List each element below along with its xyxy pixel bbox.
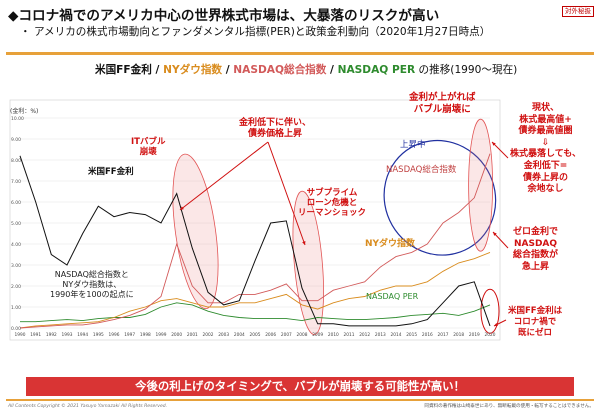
- legend-ff: 米国FF金利: [95, 64, 152, 76]
- series-label-nasdaq: NASDAQ総合指数: [386, 165, 457, 175]
- y-tick-label: 6.00: [11, 200, 21, 206]
- y-axis-label: (金利：%): [10, 107, 38, 115]
- highlight-ellipse-rising: [383, 139, 497, 256]
- legend-ny: NYダウ指数: [163, 64, 223, 76]
- x-axis-ticks: 1990 1991 1992 1993 1994 1995 1996 1997 1998 1999…: [15, 332, 496, 338]
- series-line-ny: [19, 251, 491, 329]
- x-tick-label: 2018: [453, 332, 464, 338]
- series-label-per: NASDAQ PER: [366, 292, 419, 301]
- arrow-zero-rate: [492, 231, 509, 249]
- annotation-record-high: 現状、 株式最高値+ 債券最高値圏 ⇩ 株式暴落しても、 金利低下= 債券上昇の…: [510, 103, 582, 195]
- arrow-zero-rate-head: [493, 232, 497, 236]
- footer-copyright: All Contents Copyright © 2021 Yasuyo Yam…: [8, 404, 168, 409]
- y-tick-label: 1.00: [11, 305, 21, 311]
- y-tick-label: 9.00: [11, 137, 21, 143]
- legend-nasdaq: NASDAQ総合指数: [233, 64, 327, 76]
- arrow-ff-zero-head: [494, 322, 498, 326]
- footer-notice: 同資料の著作権は山崎泰世にあり、無断転載の使用・転写することはできません。: [424, 404, 594, 409]
- arrow-record-high-head: [492, 142, 496, 146]
- header-divider: [6, 52, 594, 55]
- x-tick-label: 2010: [328, 332, 339, 338]
- highlight-ellipses: [172, 118, 500, 336]
- annotation-ff-label: 米国FF金利: [88, 167, 134, 177]
- x-tick-label: 1995: [93, 332, 104, 338]
- x-tick-label: 2020: [485, 332, 496, 338]
- x-tick-label: 1997: [124, 332, 135, 338]
- annotation-rate-up: 金利が上がれば バブル崩壊に: [409, 92, 476, 115]
- x-tick-label: 1998: [140, 332, 151, 338]
- x-tick-label: 2005: [250, 332, 261, 338]
- y-tick-label: 7.00: [11, 179, 21, 185]
- x-tick-label: 2016: [422, 332, 433, 338]
- annotation-ff-zero: 米国FF金利は コロナ禍で 既にゼロ: [508, 306, 563, 338]
- arrow-rate-cut-1: [179, 141, 269, 211]
- series-label-ny: NYダウ指数: [365, 239, 416, 249]
- x-tick-label: 2004: [234, 332, 245, 338]
- annotation-rising: 上昇中: [400, 140, 426, 150]
- x-tick-label: 2002: [203, 332, 214, 338]
- conclusion-banner: 今後の利上げのタイミングで、バブルが崩壊する可能性が高い！: [26, 377, 574, 396]
- x-tick-label: 2003: [218, 332, 229, 338]
- legend-sep: /: [326, 64, 338, 76]
- x-tick-label: 2011: [344, 332, 355, 338]
- legend-suffix: の推移(1990～現在): [415, 64, 518, 76]
- x-tick-label: 2014: [391, 332, 402, 338]
- confidential-badge: 対外秘扱: [562, 6, 594, 17]
- x-tick-label: 2007: [281, 332, 292, 338]
- y-tick-label: 5.00: [11, 221, 21, 227]
- series-line-per: [20, 302, 491, 323]
- annotation-zero-rate: ゼロ金利で NASDAQ 総合指数が 急上昇: [513, 227, 559, 272]
- arrow-record-high: [491, 141, 509, 159]
- annotation-subprime: サブプライム ローン危機と リーマンショック: [298, 188, 367, 218]
- x-tick-label: 1993: [62, 332, 73, 338]
- arrow-rate-cut-2: [267, 141, 306, 246]
- y-tick-label: 4.00: [11, 242, 21, 248]
- x-tick-label: 1991: [30, 332, 41, 338]
- x-tick-label: 2012: [359, 332, 370, 338]
- annotation-it-bubble: ITバブル 崩壊: [131, 137, 166, 157]
- x-tick-label: 1992: [46, 332, 57, 338]
- grid-lines: [20, 117, 490, 329]
- x-tick-label: 1996: [109, 332, 120, 338]
- arrow-rate-cut-1-head: [180, 206, 184, 210]
- chart-legend: 米国FF金利 / NYダウ指数 / NASDAQ総合指数 / NASDAQ PE…: [95, 62, 517, 77]
- y-tick-label: 8.00: [11, 158, 21, 164]
- x-tick-label: 2019: [469, 332, 480, 338]
- series-line-ff: [19, 155, 491, 327]
- legend-per: NASDAQ PER: [337, 64, 416, 76]
- x-tick-label: 2015: [406, 332, 417, 338]
- page-title: ◆コロナ禍でのアメリカ中心の世界株式市場は、大暴落のリスクが高い: [8, 8, 440, 24]
- series-lines: [19, 141, 509, 329]
- legend-sep: /: [222, 64, 234, 76]
- x-tick-label: 2000: [171, 332, 182, 338]
- annotation-base-note: NASDAQ総合指数と NYダウ指数は、 1990年を100の起点に: [50, 270, 134, 299]
- annotation-rate-cut: 金利低下に伴い、 債券価格上昇: [239, 118, 312, 139]
- x-tick-label: 2006: [265, 332, 276, 338]
- y-tick-label: 10.00: [11, 116, 24, 122]
- y-tick-label: 0.00: [11, 326, 21, 332]
- y-tick-label: 2.00: [11, 284, 21, 290]
- legend-sep: /: [151, 64, 164, 76]
- page-subtitle: ・ アメリカの株式市場動向とファンダメンタル指標(PER)と政策金利動向（202…: [20, 26, 491, 38]
- x-tick-label: 2013: [375, 332, 386, 338]
- y-axis-ticks: 10.00 9.00 8.00 7.00 6.00 5.00 4.00 3.00 2.00 1.0…: [11, 116, 24, 332]
- x-tick-label: 2017: [438, 332, 449, 338]
- footer-divider: [6, 399, 594, 401]
- x-tick-label: 2008: [297, 332, 308, 338]
- series-line-nasdaq: [19, 153, 491, 329]
- arrow-rate-cut-2-head: [302, 241, 306, 245]
- x-tick-label: 2009: [312, 332, 323, 338]
- x-tick-label: 1994: [77, 332, 88, 338]
- highlight-ellipse-bubble: [468, 118, 494, 252]
- highlight-ellipse-zero-rate: [480, 288, 500, 334]
- highlight-ellipse-it-bubble: [172, 153, 219, 310]
- x-tick-label: 1999: [156, 332, 167, 338]
- y-tick-label: 3.00: [11, 263, 21, 269]
- x-tick-label: 1990: [15, 332, 26, 338]
- x-tick-label: 2001: [187, 332, 198, 338]
- plot-frame: [9, 99, 501, 341]
